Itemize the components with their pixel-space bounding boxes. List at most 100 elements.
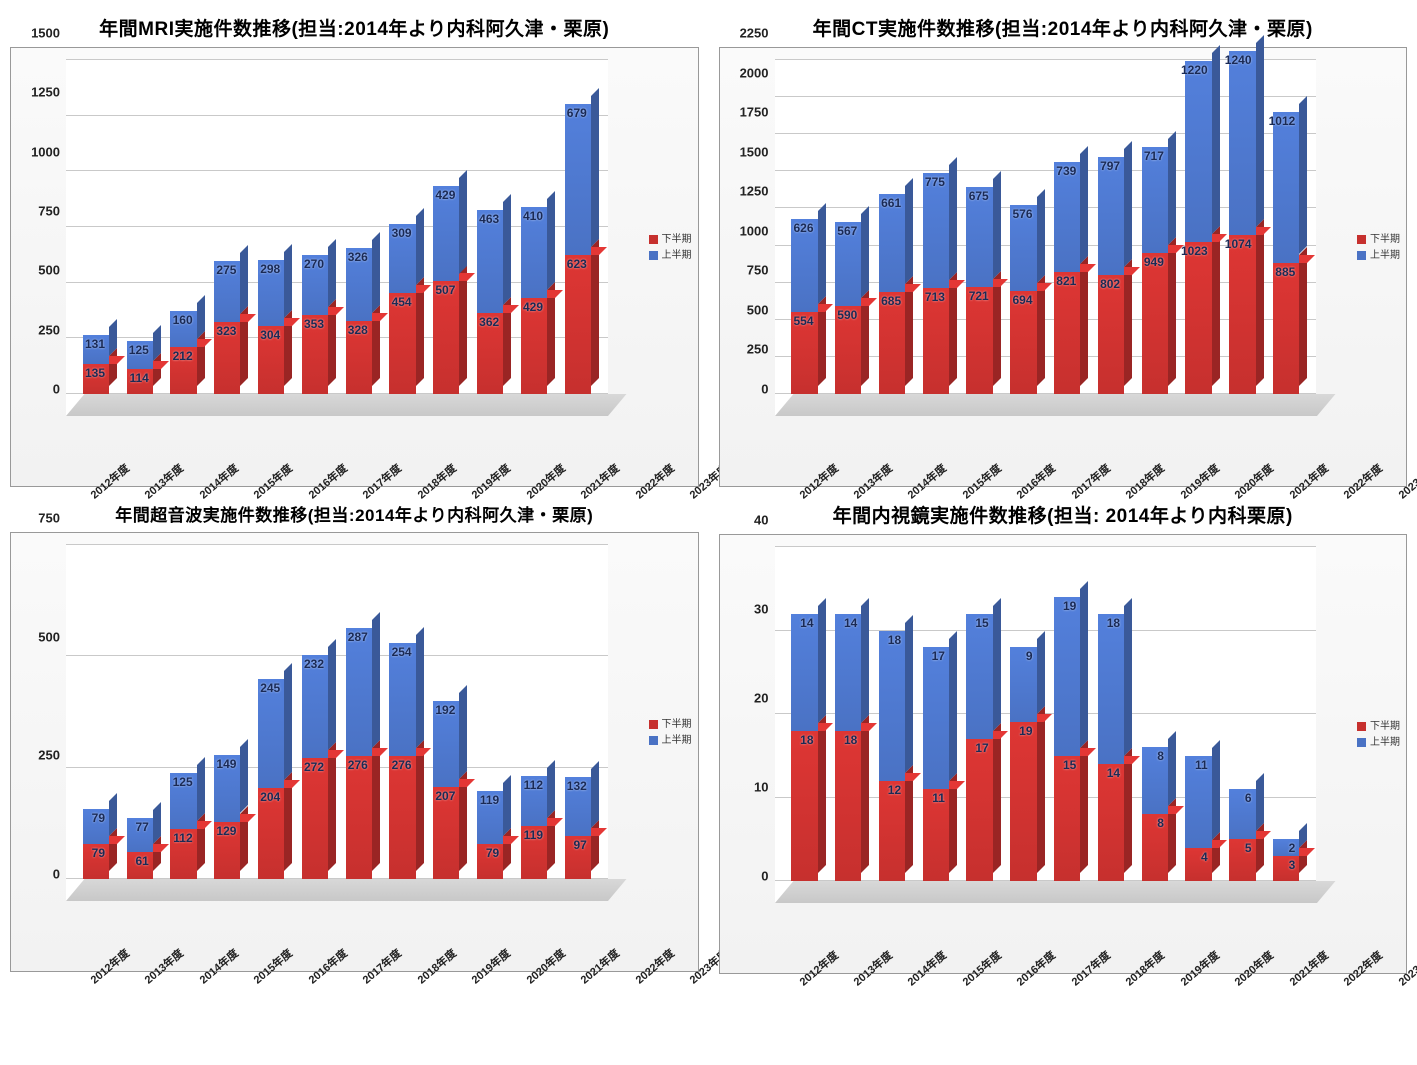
- legend-label: 上半期: [662, 733, 692, 749]
- bar-segment: 204: [258, 788, 284, 879]
- y-tick-label: 250: [38, 748, 66, 763]
- bar-slot: 7979: [74, 545, 118, 879]
- x-tick-label: 2015年度: [959, 455, 1011, 502]
- bar-slot: 276 287: [337, 545, 381, 879]
- bar-slot: 135131: [74, 60, 118, 394]
- bar-slot: 590567: [826, 60, 870, 394]
- bar: 272232: [302, 545, 328, 879]
- bar-side: [1124, 141, 1132, 267]
- value-label: 79: [486, 846, 499, 860]
- value-label: 5: [1245, 841, 1252, 855]
- value-label: 119: [480, 793, 499, 807]
- x-tick-label: 2021年度: [1286, 942, 1338, 989]
- bar-segment: 623: [565, 255, 591, 394]
- value-label: 323: [216, 324, 236, 338]
- bar-side: [949, 157, 957, 280]
- bars-container: 1351311141252121603232753042983532703283…: [66, 60, 608, 394]
- value-label: 661: [881, 196, 901, 210]
- chart-frame: 0250500750100012501500175020002250554626…: [719, 47, 1408, 487]
- legend-row: 下半期: [1357, 232, 1400, 248]
- bar-slot: 328326: [337, 60, 381, 394]
- value-label: 454: [392, 295, 412, 309]
- bar-segment: 287: [346, 628, 372, 756]
- legend-row: 上半期: [1357, 735, 1400, 751]
- bar-segment: 276: [346, 756, 372, 879]
- bar-slot: 802797: [1089, 60, 1133, 394]
- value-label: 1023: [1181, 244, 1208, 258]
- y-tick-label: 1500: [740, 144, 775, 159]
- value-label: 18: [1107, 616, 1120, 630]
- value-label: 739: [1056, 164, 1076, 178]
- bar-side: [416, 740, 424, 871]
- y-tick-label: 1250: [31, 85, 66, 100]
- x-tick-label: 2022年度: [632, 940, 684, 987]
- bar: 212160: [170, 60, 196, 394]
- bar-slot: 304298: [249, 60, 293, 394]
- bar-segment: 112: [170, 829, 196, 879]
- chart-title: 年間内視鏡実施件数推移(担当: 2014年より内科栗原): [719, 501, 1408, 528]
- x-tick-label: 2020年度: [1231, 455, 1283, 502]
- bar-slot: 1814: [826, 547, 870, 881]
- bar: 713 775: [923, 60, 949, 394]
- bar-side: [1212, 45, 1220, 234]
- y-tick-label: 2250: [740, 26, 775, 41]
- bar-segment: 326: [346, 248, 372, 321]
- bar-front: [966, 739, 992, 881]
- bar-side: [372, 232, 380, 313]
- x-tick-label: 2016年度: [1013, 455, 1065, 502]
- bar-segment: 739: [1054, 162, 1080, 272]
- bar-front: [835, 731, 861, 881]
- bar-front: [791, 731, 817, 881]
- value-label: 775: [925, 175, 945, 189]
- chart-floor: [775, 881, 1335, 903]
- value-label: 721: [969, 289, 989, 303]
- bar-segment: 713: [923, 288, 949, 394]
- bar: 207192: [433, 545, 459, 879]
- value-label: 353: [304, 317, 324, 331]
- y-tick-label: 10: [754, 780, 774, 795]
- bar-side: [459, 685, 467, 779]
- bar-slot: 454309: [381, 60, 425, 394]
- value-label: 362: [479, 315, 499, 329]
- bar-side: [818, 715, 826, 873]
- bar-segment: 212: [170, 347, 196, 394]
- x-tick-label: 2015年度: [250, 940, 302, 987]
- bar-segment: 14: [791, 614, 817, 731]
- bar-segment: 323: [214, 322, 240, 394]
- value-label: 1240: [1225, 53, 1252, 67]
- bar-front: [1185, 242, 1211, 394]
- bar-segment: 131: [83, 335, 109, 364]
- value-label: 14: [1107, 766, 1120, 780]
- bar-segment: 135: [83, 364, 109, 394]
- value-label: 287: [348, 630, 368, 644]
- value-label: 112: [173, 831, 192, 845]
- bar: 353270: [302, 60, 328, 394]
- bar-side: [905, 178, 913, 284]
- bar-front: [966, 614, 992, 739]
- x-tick-label: 2023年度: [1395, 942, 1417, 989]
- value-label: 17: [932, 649, 945, 663]
- bar-side: [547, 760, 555, 818]
- bar: 454309: [389, 60, 415, 394]
- bar: 802797: [1098, 60, 1124, 394]
- bar-segment: 125: [170, 773, 196, 829]
- value-label: 328: [348, 323, 368, 337]
- bar-front: [1229, 51, 1255, 235]
- bar-side: [1168, 131, 1176, 245]
- plot-area: 0250500750100012501500175020002250554626…: [775, 60, 1317, 416]
- bar-side: [328, 742, 336, 871]
- bar-side: [1256, 219, 1264, 386]
- value-label: 135: [85, 366, 105, 380]
- value-label: 694: [1012, 293, 1032, 307]
- bar-slot: 207192: [424, 545, 468, 879]
- value-label: 949: [1144, 255, 1164, 269]
- bar-segment: 1240: [1229, 51, 1255, 235]
- bar-slot: 507429: [424, 60, 468, 394]
- bar-front: [1273, 263, 1299, 394]
- value-label: 17: [975, 741, 988, 755]
- bar-side: [1037, 189, 1045, 283]
- value-label: 410: [523, 209, 543, 223]
- bar-side: [993, 271, 1001, 386]
- bar-slot: 204245: [249, 545, 293, 879]
- bar-side: [328, 639, 336, 750]
